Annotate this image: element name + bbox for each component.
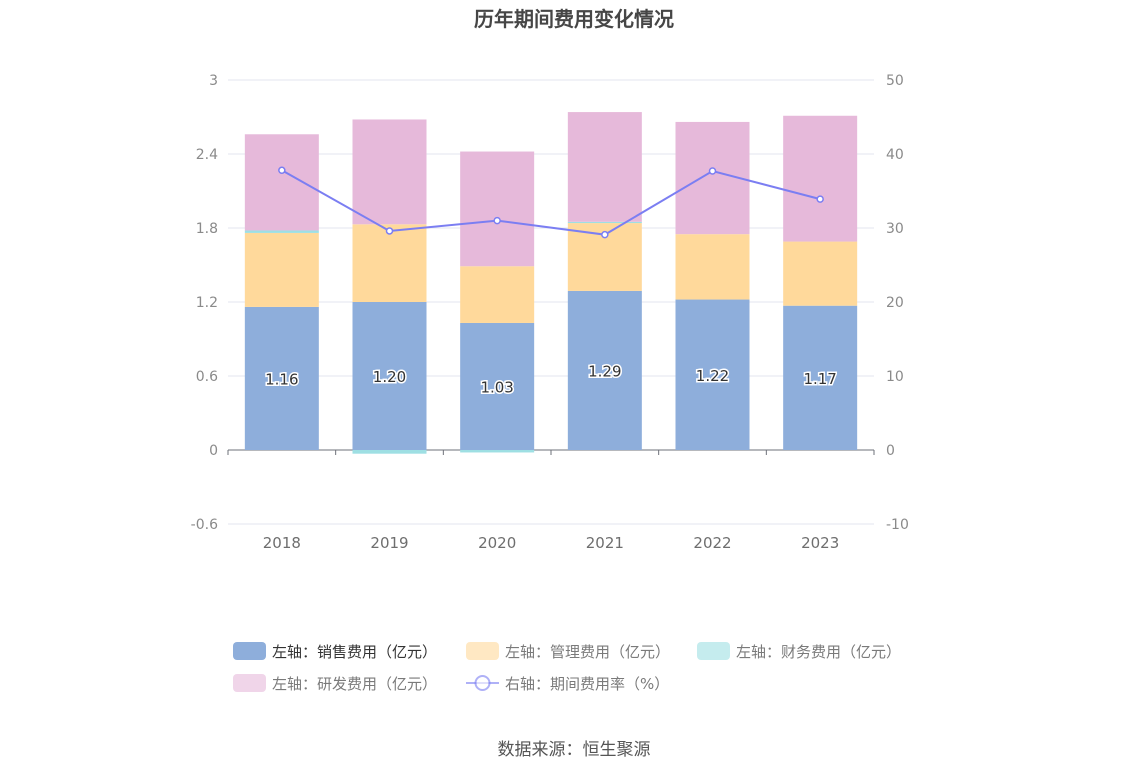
bar-segment [783,305,858,450]
bar-value-label: 1.17 [803,370,836,388]
left-tick-label: 1.8 [196,221,218,237]
bar-segment [352,450,427,454]
bar-segment [783,241,858,306]
bar-segment [675,234,750,300]
axes: -0.6 -10 0 0 0.6 10 1.2 20 1.8 30 2.4 40 3 50 2018 2019… [191,73,909,552]
legend-label: 右轴：期间费用率（%） [505,675,669,693]
legend-label: 左轴：财务费用（亿元） [736,643,901,661]
bar-segment [244,134,319,231]
bar-segment [460,151,535,267]
category-label: 2019 [370,534,408,552]
legend-label: 左轴：研发费用（亿元） [272,675,437,693]
legend-swatch [233,674,266,692]
bar-segment [675,299,750,450]
left-tick-label: 0 [209,443,218,459]
bar-segment [567,290,642,450]
category-label: 2020 [478,534,516,552]
rate-point [708,167,717,175]
left-tick-label: 2.4 [196,147,218,163]
legend-swatch [466,642,499,660]
rate-line-path [281,169,821,236]
bar-value-label: 1.29 [588,362,621,380]
rate-point [816,195,824,203]
legend-swatch [233,642,266,660]
bar-segment [244,230,319,233]
right-tick-label: 30 [886,221,904,237]
category-label: 2018 [263,534,301,552]
left-tick-label: -0.6 [191,517,218,533]
right-tick-label: -10 [886,517,909,533]
bar-value-label: 1.20 [373,368,406,386]
bar-segment [244,306,319,450]
bar-segment [783,115,858,242]
bar-value-label: 1.16 [265,370,298,388]
category-label: 2021 [586,534,624,552]
bar-segment [567,221,642,224]
bar-segment [352,119,427,225]
bar-segment [460,450,535,453]
rate-point [601,230,609,239]
bar-segment [460,322,535,450]
left-tick-label: 3 [209,73,218,89]
bar-value-label: 1.22 [696,367,729,385]
data-labels: 1.16 1.20 1.03 1.29 1.22 1.17 [264,361,839,398]
bar-segment [244,232,319,307]
rate-point [493,216,501,225]
category-label: 2022 [693,534,731,552]
legend-swatch [697,642,730,660]
bar-segment [460,266,535,323]
rate-point [278,166,286,175]
right-tick-label: 40 [886,147,904,163]
left-tick-label: 0.6 [196,369,218,385]
legend-label: 左轴：销售费用（亿元） [272,643,437,661]
rate-line [278,166,824,239]
bar-value-label: 1.03 [480,378,513,396]
legend-label: 左轴：管理费用（亿元） [505,643,670,661]
left-tick-label: 1.2 [196,295,218,311]
bar-segment [352,224,427,302]
rate-point [385,227,394,235]
right-tick-label: 50 [886,73,904,89]
category-label: 2023 [801,534,839,552]
right-tick-label: 0 [886,443,895,459]
bar-segment [567,112,642,222]
legend-line-marker [474,675,491,691]
bar-segment [352,302,427,450]
chart-title: 历年期间费用变化情况 [474,7,674,31]
right-tick-label: 10 [886,369,904,385]
grid [228,79,874,525]
legend: 左轴：销售费用（亿元） 左轴：管理费用（亿元） 左轴：财务费用（亿元） 左轴：研发费用… [233,642,901,693]
bars [244,112,858,454]
source-note: 数据来源：恒生聚源 [498,740,651,760]
right-tick-label: 20 [886,295,904,311]
